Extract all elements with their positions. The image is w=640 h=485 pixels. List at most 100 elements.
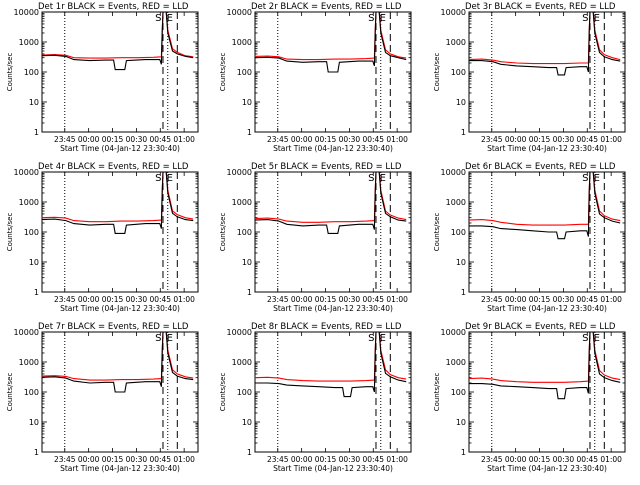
y-tick-label: 10 (29, 98, 39, 107)
x-tick-label: 00:30 (553, 455, 575, 464)
y-tick-label: 1000 (19, 198, 39, 207)
panel-title: Det 4r BLACK = Events, RED = LLD (38, 162, 189, 172)
y-tick-label: 1 (34, 288, 39, 297)
series-line-events (42, 332, 194, 393)
detector-panel-1: Det 1r BLACK = Events, RED = LLD 1 10 100 10… (6, 2, 199, 153)
x-tick-label: 23:45 (54, 455, 76, 464)
x-tick-label: 00:00 (291, 295, 313, 304)
y-tick-label: 1 (461, 448, 466, 457)
series-line-events (255, 172, 407, 234)
series-line-lld (255, 332, 407, 382)
x-tick-label: 01:00 (386, 295, 408, 304)
x-tick-label: 00:15 (529, 455, 551, 464)
series-line-events (42, 12, 194, 71)
panel-title: Det 8r BLACK = Events, RED = LLD (251, 322, 402, 332)
x-axis-label: Start Time (04-Jan-12 23:30:40) (60, 304, 180, 313)
detector-panel-2: Det 2r BLACK = Events, RED = LLD 1 10 100 10… (219, 2, 412, 153)
y-tick-label: 1000 (232, 358, 252, 367)
detector-panel-5: Det 5r BLACK = Events, RED = LLD 1 10 100 10… (219, 162, 412, 313)
x-tick-label: 00:30 (339, 135, 361, 144)
x-tick-label: 01:00 (173, 295, 195, 304)
y-tick-label: 1 (34, 448, 39, 457)
y-tick-label: 10000 (441, 328, 466, 337)
y-tick-label: 1000 (19, 358, 39, 367)
x-tick-label: 01:00 (173, 135, 195, 144)
x-tick-label: 00:15 (102, 455, 124, 464)
series-line-events (42, 172, 194, 234)
y-tick-label: 10000 (227, 328, 252, 337)
y-tick-label: 10 (456, 418, 466, 427)
plot-frame (254, 331, 412, 453)
y-tick-label: 1 (247, 128, 252, 137)
start-end-annotation: S E (582, 333, 601, 344)
plot-frame (41, 171, 199, 293)
x-tick-label: 00:45 (149, 455, 171, 464)
series-line-lld (42, 12, 194, 59)
x-tick-label: 00:30 (126, 455, 148, 464)
x-axis-label: Start Time (04-Jan-12 23:30:40) (487, 464, 607, 473)
detector-panel-9: Det 9r BLACK = Events, RED = LLD 1 10 100 10… (433, 322, 626, 473)
y-tick-label: 10000 (441, 8, 466, 17)
x-tick-label: 00:15 (315, 295, 337, 304)
y-tick-label: 1 (461, 128, 466, 137)
y-axis-label: Counts/sec (6, 213, 14, 252)
y-tick-label: 100 (237, 388, 252, 397)
series-line-lld (469, 172, 621, 226)
series-line-lld (42, 172, 194, 223)
x-tick-label: 00:15 (529, 295, 551, 304)
x-tick-label: 01:00 (600, 135, 622, 144)
x-tick-label: 01:00 (386, 135, 408, 144)
y-tick-label: 100 (451, 388, 466, 397)
y-tick-label: 10 (242, 418, 252, 427)
x-tick-label: 00:00 (291, 455, 313, 464)
x-tick-label: 00:45 (576, 455, 598, 464)
y-axis-label: Counts/sec (219, 213, 227, 252)
panel-title: Det 6r BLACK = Events, RED = LLD (465, 162, 616, 172)
x-tick-label: 00:00 (78, 135, 100, 144)
x-tick-label: 00:30 (126, 135, 148, 144)
x-tick-label: 23:45 (54, 295, 76, 304)
y-tick-label: 1 (247, 288, 252, 297)
plot-frame (254, 171, 412, 293)
x-tick-label: 00:45 (362, 455, 384, 464)
x-axis-label: Start Time (04-Jan-12 23:30:40) (60, 464, 180, 473)
x-tick-label: 00:45 (576, 295, 598, 304)
panel-title: Det 3r BLACK = Events, RED = LLD (465, 2, 616, 12)
series-line-events (469, 172, 621, 240)
series-line-lld (255, 172, 407, 223)
series-line-lld (469, 332, 621, 383)
panel-title: Det 9r BLACK = Events, RED = LLD (465, 322, 616, 332)
x-tick-label: 00:15 (315, 455, 337, 464)
x-tick-label: 00:30 (126, 295, 148, 304)
x-tick-label: 00:00 (78, 455, 100, 464)
y-tick-label: 10000 (227, 168, 252, 177)
x-axis-label: Start Time (04-Jan-12 23:30:40) (273, 464, 393, 473)
y-tick-label: 1000 (446, 38, 466, 47)
x-tick-label: 00:45 (576, 135, 598, 144)
detector-panel-6: Det 6r BLACK = Events, RED = LLD 1 10 100 10… (433, 162, 626, 313)
x-tick-label: 00:15 (315, 135, 337, 144)
series-line-lld (255, 12, 407, 61)
series-line-events (255, 12, 407, 73)
panel-title: Det 7r BLACK = Events, RED = LLD (38, 322, 189, 332)
x-tick-label: 23:45 (54, 135, 76, 144)
y-axis-label: Counts/sec (219, 373, 227, 412)
x-tick-label: 23:45 (267, 455, 289, 464)
plot-frame (41, 11, 199, 133)
x-tick-label: 00:30 (553, 135, 575, 144)
y-tick-label: 1000 (446, 358, 466, 367)
y-tick-label: 100 (24, 228, 39, 237)
detector-panel-7: Det 7r BLACK = Events, RED = LLD 1 10 100 10… (6, 322, 199, 473)
x-axis-label: Start Time (04-Jan-12 23:30:40) (273, 304, 393, 313)
y-tick-label: 100 (24, 388, 39, 397)
start-end-annotation: S E (368, 333, 387, 344)
panel-title: Det 2r BLACK = Events, RED = LLD (251, 2, 402, 12)
y-tick-label: 1000 (446, 198, 466, 207)
x-tick-label: 01:00 (386, 455, 408, 464)
y-axis-label: Counts/sec (433, 213, 441, 252)
x-tick-label: 01:00 (600, 295, 622, 304)
x-tick-label: 23:45 (267, 295, 289, 304)
series-line-events (469, 12, 621, 76)
x-axis-label: Start Time (04-Jan-12 23:30:40) (60, 144, 180, 153)
